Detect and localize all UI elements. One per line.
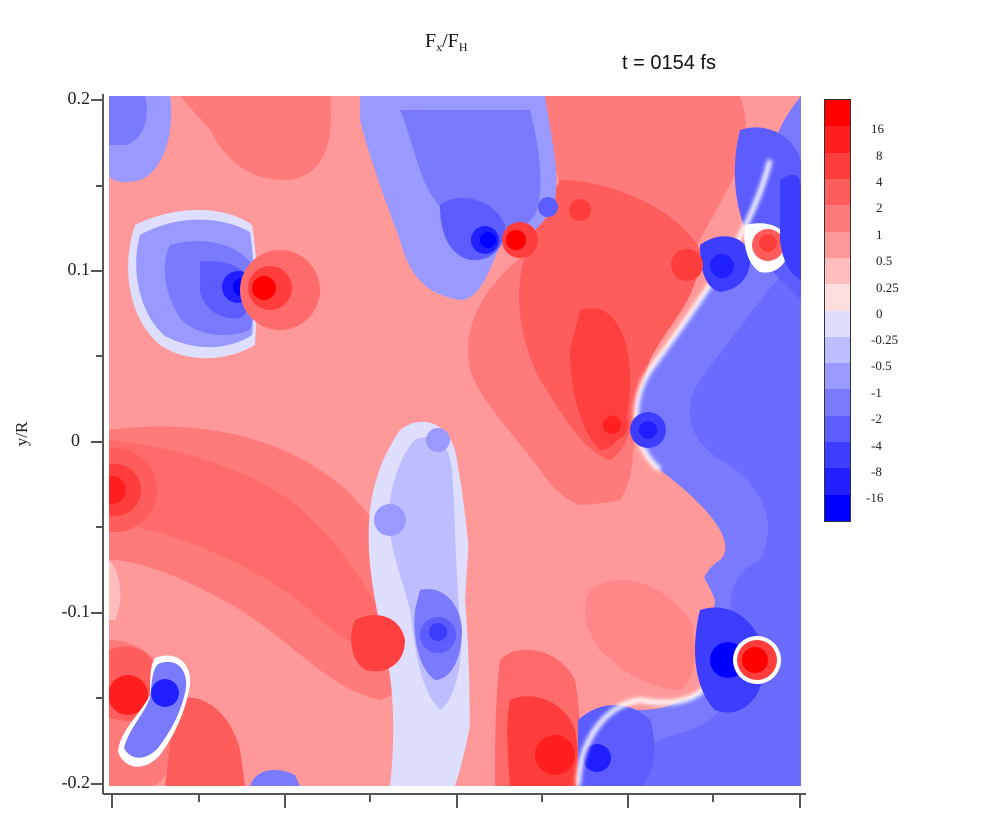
- colorbar-label: 0.25: [876, 280, 899, 295]
- colorbar-label: -2: [871, 411, 882, 426]
- colorbar-label: -8: [871, 464, 882, 479]
- y-tick-label: 0: [71, 430, 80, 450]
- colorbar: [824, 99, 851, 522]
- colorbar-label: -0.25: [871, 332, 899, 347]
- colorbar-band: [825, 205, 850, 232]
- colorbar-band: [825, 310, 850, 337]
- x-minor-ticks: [198, 794, 714, 802]
- colorbar-band: [825, 494, 850, 521]
- colorbar-band: [825, 126, 850, 153]
- colorbar-label: -4: [871, 438, 882, 453]
- y-tick-label: -0.2: [61, 772, 91, 792]
- y-tick-label: 0.1: [67, 259, 91, 279]
- colorbar-label: 0: [876, 306, 883, 321]
- y-tick-label: 0.2: [67, 88, 91, 108]
- colorbar-band: [825, 389, 850, 416]
- colorbar-label: 4: [876, 174, 883, 189]
- colorbar-band: [825, 284, 850, 311]
- colorbar-band: [825, 442, 850, 469]
- colorbar-band: [825, 336, 850, 364]
- y-minor-ticks: [96, 185, 103, 699]
- colorbar-label: -1: [871, 385, 882, 400]
- colorbar-band: [825, 257, 850, 285]
- contour-field: [109, 96, 801, 786]
- colorbar-band: [825, 100, 850, 127]
- colorbar-band: [825, 415, 850, 443]
- colorbar-label: 2: [876, 200, 883, 215]
- colorbar-label: 1: [876, 227, 883, 242]
- colorbar-label: 8: [876, 148, 883, 163]
- colorbar-band: [825, 363, 850, 390]
- time-annotation: t = 0154 fs: [622, 52, 716, 74]
- colorbar-band: [825, 178, 850, 206]
- x-major-ticks: [111, 794, 801, 808]
- chart-title: Fx/FH: [425, 30, 468, 54]
- colorbar-band: [825, 468, 850, 495]
- colorbar-label: -16: [866, 490, 884, 505]
- y-tick-label: -0.1: [61, 601, 91, 621]
- y-major-ticks: [91, 99, 103, 785]
- colorbar-band: [825, 152, 850, 179]
- colorbar-label: -0.5: [871, 358, 892, 373]
- colorbar-label: 16: [871, 121, 884, 136]
- colorbar-band: [825, 231, 850, 258]
- colorbar-label: 0.5: [876, 253, 893, 268]
